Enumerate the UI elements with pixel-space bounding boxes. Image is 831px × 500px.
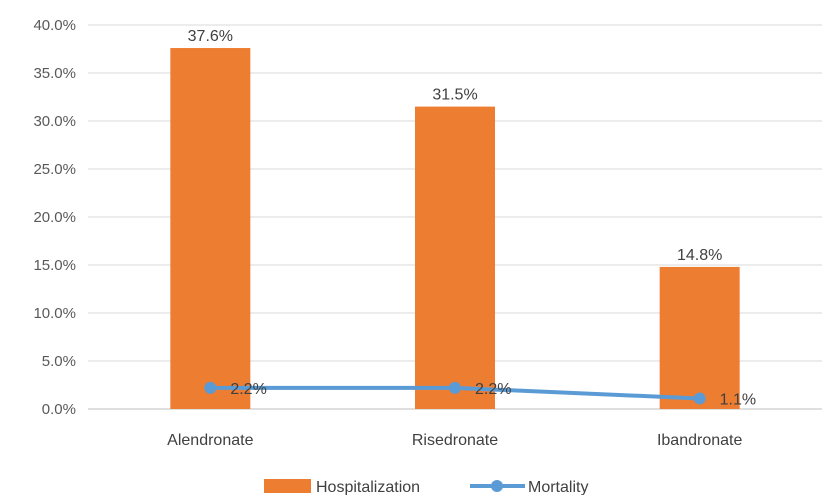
bar-hospitalization <box>659 266 740 409</box>
point-data-label: 2.2% <box>475 381 511 398</box>
x-axis-ticks: Alendronate Risedronate Ibandronate <box>167 432 742 449</box>
y-tick-label: 35.0% <box>33 65 76 82</box>
legend-label-hospitalization: Hospitalization <box>316 479 420 495</box>
point-mortality <box>204 381 217 394</box>
legend: Hospitalization Mortality <box>264 479 588 496</box>
y-tick-label: 25.0% <box>33 161 76 178</box>
y-tick-label: 0.0% <box>42 401 76 418</box>
y-tick-label: 20.0% <box>33 209 76 226</box>
x-tick-label: Ibandronate <box>657 432 743 449</box>
y-axis-ticks: 0.0% 5.0% 10.0% 15.0% 20.0% 25.0% 30.0% 35.0% 40… <box>33 17 76 418</box>
y-tick-label: 5.0% <box>42 353 76 370</box>
bar-hospitalization <box>415 106 495 409</box>
y-tick-label: 15.0% <box>33 257 76 274</box>
bar-data-label: 37.6% <box>188 28 233 45</box>
point-mortality <box>693 392 706 405</box>
y-tick-label: 40.0% <box>33 17 76 34</box>
legend-label-mortality: Mortality <box>528 479 588 495</box>
legend-swatch-mortality-marker <box>491 480 503 492</box>
legend-swatch-hospitalization <box>264 479 311 493</box>
bar-hospitalization <box>170 48 251 409</box>
y-tick-label: 30.0% <box>33 113 76 130</box>
bar-series: 37.6% 31.5% 14.8% <box>170 28 740 409</box>
y-tick-label: 10.0% <box>33 305 76 322</box>
line-series: 2.2% 2.2% 1.1% <box>204 381 756 408</box>
point-data-label: 1.1% <box>720 391 756 408</box>
x-tick-label: Risedronate <box>412 432 498 449</box>
bar-data-label: 14.8% <box>677 247 722 264</box>
point-data-label: 2.2% <box>230 381 266 398</box>
point-mortality <box>449 381 461 394</box>
bar-data-label: 31.5% <box>432 87 477 104</box>
x-tick-label: Alendronate <box>167 432 253 449</box>
